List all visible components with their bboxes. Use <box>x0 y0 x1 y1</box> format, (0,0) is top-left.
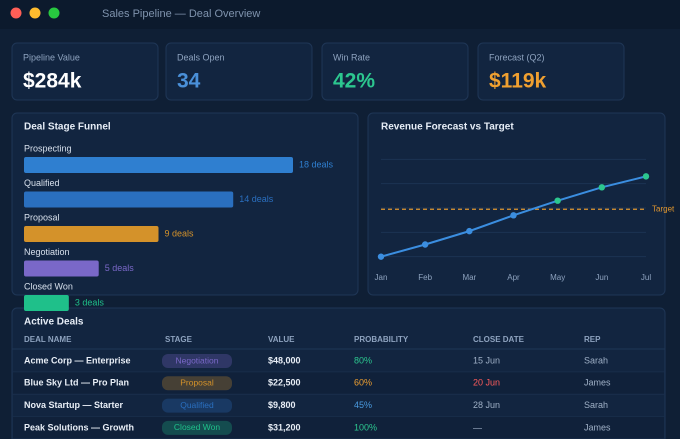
deal-name: Peak Solutions — Growth <box>24 422 134 432</box>
x-tick-label: Feb <box>418 273 432 282</box>
stage-badge <box>162 354 232 368</box>
kpi-value: $284k <box>23 70 82 93</box>
bar <box>24 295 69 311</box>
kpi-value: 42% <box>333 70 375 93</box>
bar <box>24 260 99 277</box>
rep: Sarah <box>584 400 608 410</box>
target-label: Target <box>652 204 675 213</box>
x-tick-label: May <box>550 273 565 282</box>
bar-value-label: 9 deals <box>165 228 195 238</box>
deal-name: Acme Corp — Enterprise <box>24 355 131 365</box>
deal-value: $22,500 <box>268 378 301 388</box>
column-header: STAGE <box>165 335 193 344</box>
column-header: PROBABILITY <box>354 335 409 344</box>
rep: James <box>584 422 611 432</box>
stage: Closed Won <box>174 422 220 432</box>
row-shade <box>13 416 664 439</box>
rep: James <box>584 378 611 388</box>
kpi-value: $119k <box>489 70 547 93</box>
x-tick-label: Mar <box>462 273 476 282</box>
data-point <box>510 212 517 219</box>
kpi-label: Pipeline Value <box>23 52 80 62</box>
stage-label: Qualified <box>24 178 60 188</box>
forecast-panel <box>367 112 666 296</box>
window-title: Sales Pipeline — Deal Overview <box>102 8 260 20</box>
maximize-button[interactable] <box>48 7 60 19</box>
data-point <box>421 241 429 248</box>
stage: Negotiation <box>175 355 218 365</box>
kpi-value: 34 <box>177 70 201 93</box>
row-shade <box>13 372 664 395</box>
data-point <box>554 197 561 204</box>
deal-name: Nova Startup — Starter <box>24 400 124 410</box>
data-point <box>598 184 606 191</box>
kpi-label: Win Rate <box>333 52 370 62</box>
minimize-button[interactable] <box>29 7 41 19</box>
panel-title: Active Deals <box>24 317 84 328</box>
data-point <box>642 173 650 180</box>
panel-title: Revenue Forecast vs Target <box>381 122 514 133</box>
probability: 80% <box>354 355 372 365</box>
kpi-card <box>165 42 313 101</box>
bar <box>24 157 293 173</box>
column-header: REP <box>584 335 601 344</box>
stage-badge <box>162 420 232 435</box>
x-tick-label: Jan <box>375 273 388 282</box>
bar-value-label: 3 deals <box>75 297 105 307</box>
probability: 100% <box>354 422 377 432</box>
deal-value: $48,000 <box>268 355 301 365</box>
bar-value-label: 18 deals <box>299 159 334 169</box>
stage: Proposal <box>180 378 214 388</box>
x-tick-label: Jul <box>641 273 651 282</box>
stage-badge <box>162 376 232 391</box>
kpi-label: Forecast (Q2) <box>489 52 545 62</box>
close-button[interactable] <box>10 7 22 19</box>
stage: Qualified <box>180 400 214 410</box>
bar <box>24 191 234 208</box>
bar <box>24 226 159 242</box>
kpi-card <box>321 42 469 101</box>
stage-label: Negotiation <box>24 247 70 257</box>
panel-title: Deal Stage Funnel <box>24 122 111 133</box>
stage-badge <box>162 398 232 413</box>
deal-value: $9,800 <box>268 400 296 410</box>
data-point <box>377 253 385 260</box>
bar-value-label: 5 deals <box>105 263 135 273</box>
stage-label: Proposal <box>24 212 60 222</box>
rep: Sarah <box>584 355 608 365</box>
probability: 45% <box>354 400 372 410</box>
close-date: 15 Jun <box>473 355 500 365</box>
close-date: 28 Jun <box>473 400 500 410</box>
stage-label: Prospecting <box>24 143 72 153</box>
deal-value: $31,200 <box>268 422 301 432</box>
close-date: — <box>473 422 482 432</box>
kpi-card <box>11 42 159 101</box>
deal-name: Blue Sky Ltd — Pro Plan <box>24 378 129 388</box>
title-bar <box>0 0 680 29</box>
x-tick-label: Jun <box>595 273 608 282</box>
column-header: DEAL NAME <box>24 335 72 344</box>
kpi-card <box>477 42 625 101</box>
x-tick-label: Apr <box>507 273 520 282</box>
close-date: 20 Jun <box>473 378 500 388</box>
column-header: CLOSE DATE <box>473 335 525 344</box>
bar-value-label: 14 deals <box>239 194 274 204</box>
stage-label: Closed Won <box>24 281 73 291</box>
kpi-label: Deals Open <box>177 52 225 62</box>
data-point <box>466 227 473 235</box>
column-header: VALUE <box>268 335 295 344</box>
probability: 60% <box>354 378 372 388</box>
